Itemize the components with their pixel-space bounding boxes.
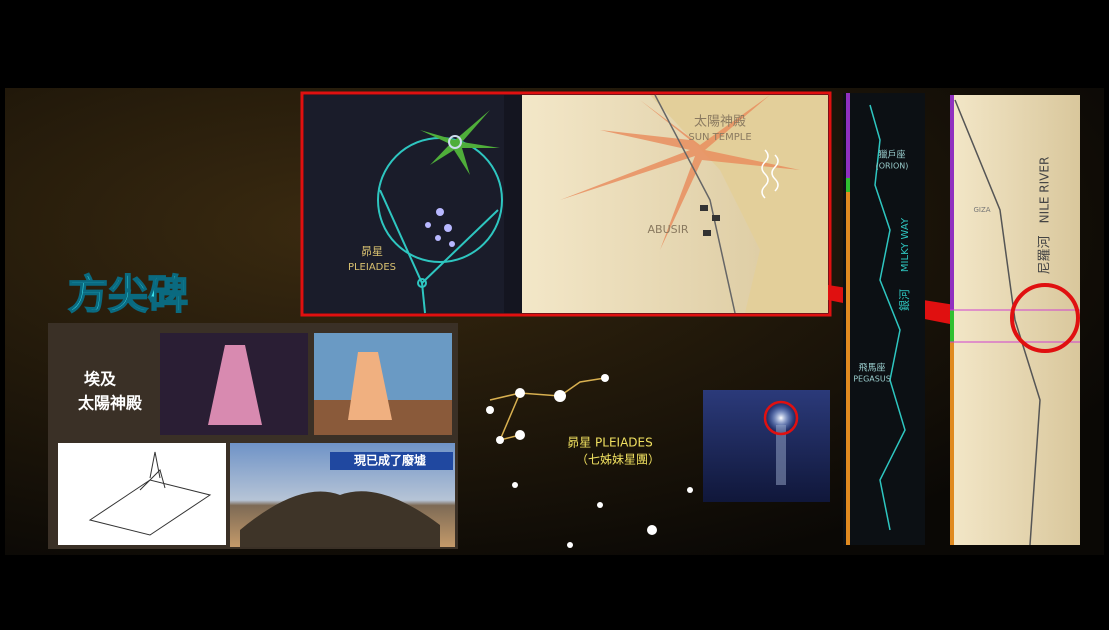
label: SUN TEMPLE: [688, 132, 751, 143]
label: (ORION): [876, 162, 909, 171]
label: PLEIADES: [348, 262, 396, 273]
side-bar: [950, 342, 954, 545]
label: （七姊妹星團）: [576, 453, 660, 467]
label: 昴星 PLEIADES: [567, 436, 653, 450]
side-bar: [846, 192, 850, 545]
label: 昴星: [361, 245, 383, 258]
side-bar: [846, 178, 850, 192]
label: 尼羅河: [1038, 235, 1053, 274]
label: PEGASUS: [853, 375, 891, 384]
side-bar: [950, 310, 954, 342]
label: MILKY WAY: [900, 217, 911, 272]
drawing: [58, 443, 226, 545]
photo-star-beam: [703, 390, 830, 502]
side-bar: [950, 95, 954, 310]
frame: 昴星 PLEIADES 太陽神殿 SUN TEMPLE ABUSIR 方尖碑 埃…: [0, 0, 1109, 630]
side-bar: [846, 93, 850, 178]
caption: 埃及: [84, 370, 117, 389]
label: GIZA: [973, 206, 990, 214]
label: 飛馬座: [858, 362, 885, 374]
label: ABUSIR: [648, 223, 689, 236]
label: 銀河: [897, 289, 911, 311]
label: 獵戶座: [878, 149, 905, 161]
title: 方尖碑: [68, 272, 188, 318]
caption: 太陽神殿: [77, 394, 143, 413]
caption: 現已成了廢墟: [354, 453, 426, 468]
label: 太陽神殿: [694, 115, 746, 130]
label: NILE RIVER: [1038, 157, 1052, 224]
